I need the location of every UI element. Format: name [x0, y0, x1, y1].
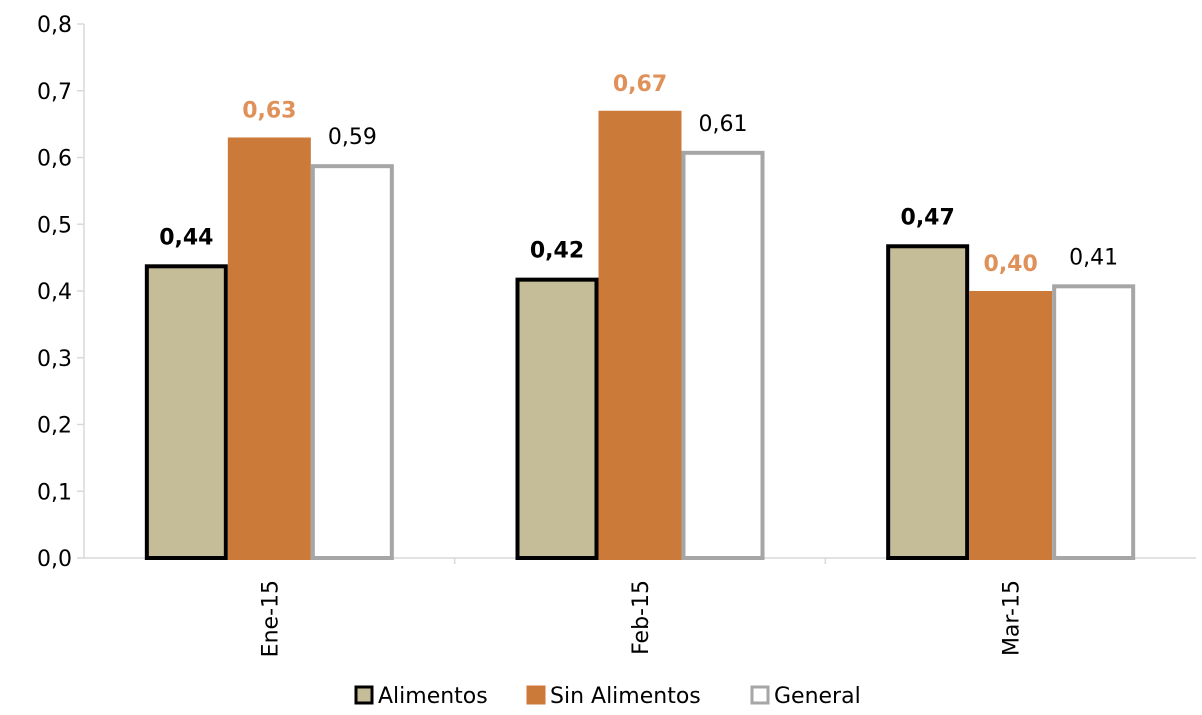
bar-sin-alimentos [969, 291, 1053, 560]
data-label: 0,40 [984, 252, 1038, 277]
legend-swatch [750, 685, 770, 705]
chart-data-labels: 0,44 0,63 0,59 0,42 0,67 0,61 0,47 0,40 0,41 [159, 72, 1118, 277]
data-label: 0,67 [613, 72, 667, 97]
data-label: 0,41 [1069, 245, 1118, 270]
legend-label: Alimentos [378, 684, 488, 709]
y-tick-label: 0,4 [37, 280, 72, 305]
legend-swatch [526, 685, 546, 705]
y-tick-label: 0,3 [37, 347, 72, 372]
y-tick-label: 0,5 [37, 213, 72, 238]
legend-label: General [774, 684, 861, 709]
bar-sin-alimentos [227, 137, 311, 560]
chart-legend: Alimentos Sin Alimentos General [354, 684, 861, 709]
y-tick-label: 0,8 [37, 13, 72, 38]
data-label: 0,42 [530, 239, 584, 264]
bar-alimentos [886, 244, 970, 560]
data-label: 0,61 [699, 112, 748, 137]
legend-label: Sin Alimentos [550, 684, 701, 709]
chart-axes: 0,0 0,1 0,2 0,3 0,4 0,5 0,6 0,7 0,8 Ene-15 Feb-15 M… [37, 13, 1196, 657]
y-tick-label: 0,1 [37, 480, 72, 505]
y-tick-label: 0,7 [37, 80, 72, 105]
y-tick-label: 0,2 [37, 414, 72, 439]
x-category-label: Ene-15 [258, 580, 283, 657]
chart-bars [144, 110, 1136, 561]
data-label: 0,44 [159, 225, 213, 250]
bar-general [1052, 284, 1136, 560]
bar-alimentos [144, 264, 228, 560]
bar-general [681, 150, 765, 560]
data-label: 0,47 [901, 205, 955, 230]
x-category-label: Feb-15 [629, 580, 654, 655]
bar-alimentos [515, 277, 599, 560]
data-label: 0,63 [242, 98, 296, 123]
data-label: 0,59 [328, 125, 377, 150]
bar-general [310, 164, 394, 561]
x-category-label: Mar-15 [1000, 580, 1025, 656]
y-tick-label: 0,6 [37, 147, 72, 172]
bar-sin-alimentos [598, 110, 682, 561]
y-tick-label: 0,0 [37, 547, 72, 572]
legend-swatch [354, 685, 374, 705]
